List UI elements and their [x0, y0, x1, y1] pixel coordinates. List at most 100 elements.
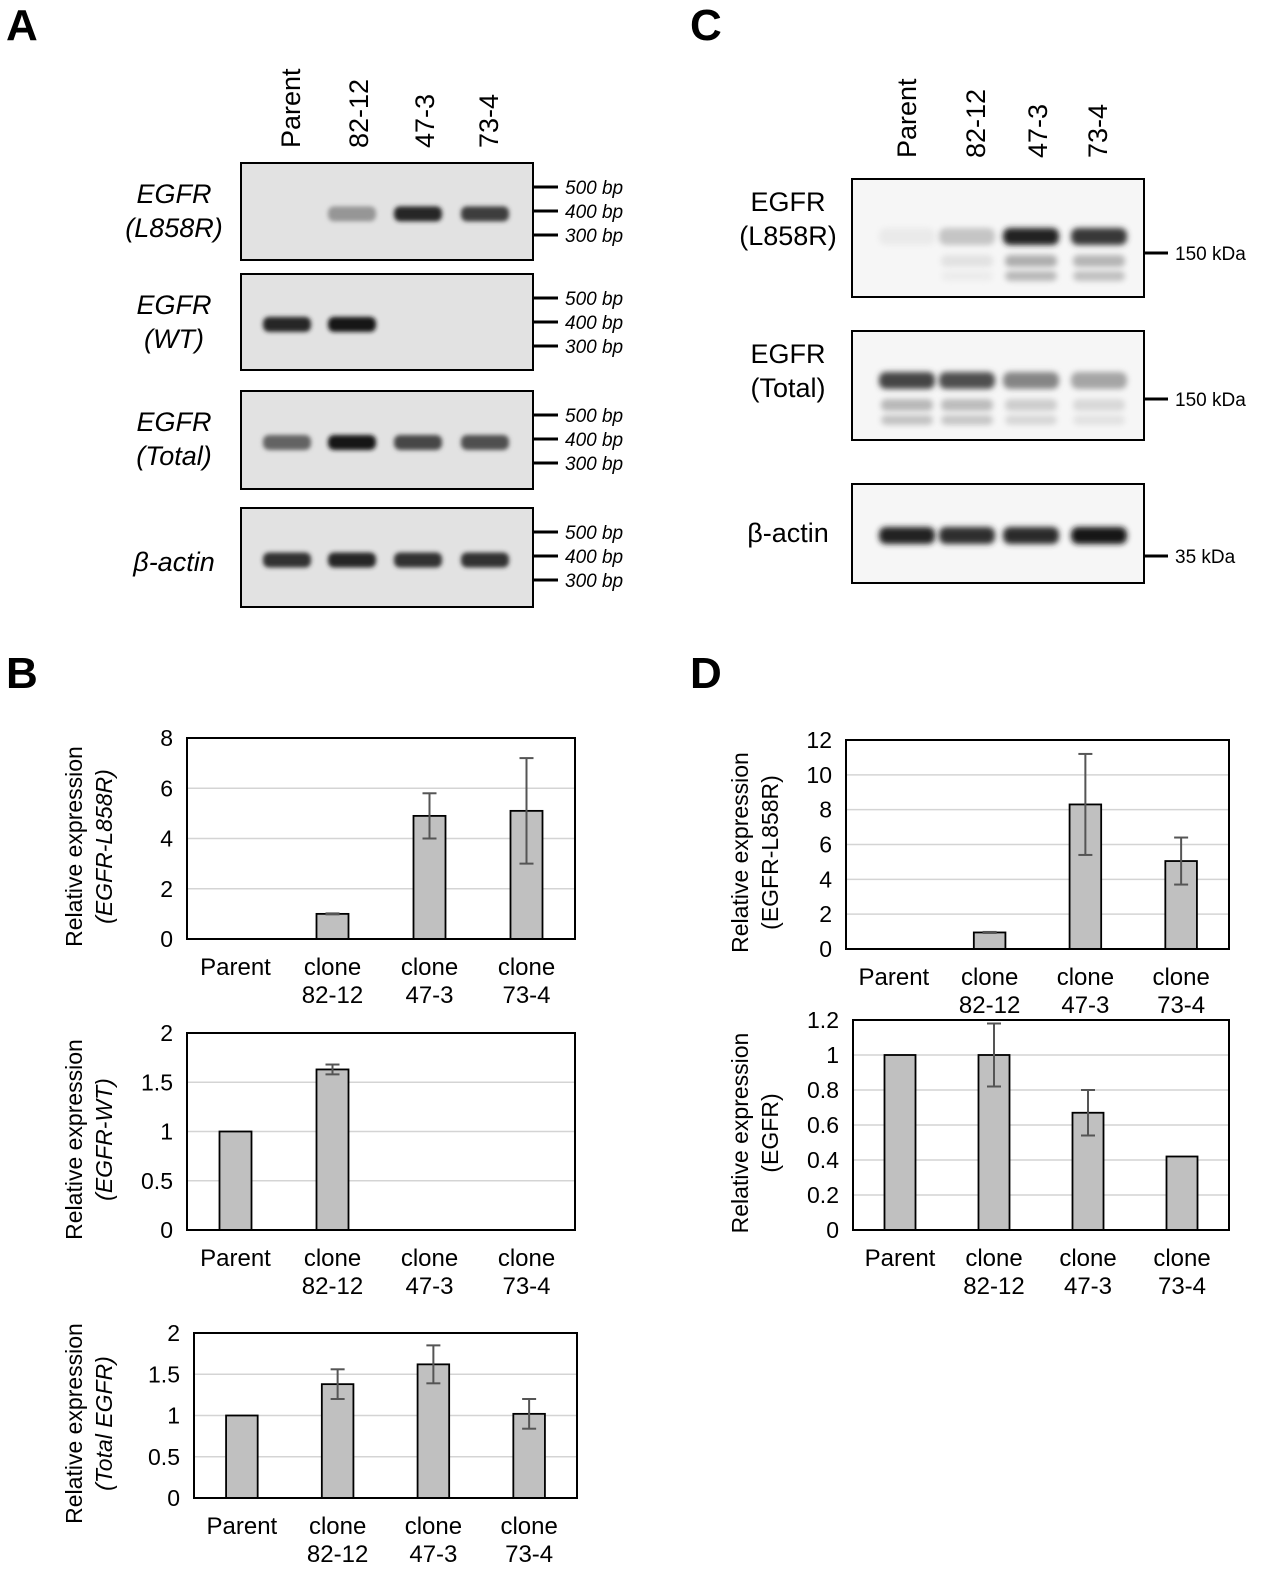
- y-tick-label: 6: [819, 832, 832, 858]
- gel-band: [394, 552, 442, 568]
- gel-band: [328, 552, 376, 568]
- y-tick-label: 1: [826, 1042, 839, 1068]
- x-tick-label: clone: [401, 954, 458, 981]
- blot-band-minor: [941, 271, 993, 281]
- gel-panel: EGFR (L858R) 500 bp 400 bp 300 bp EGFR (WT) 500…: [125, 162, 623, 608]
- x-tick-label: clone: [961, 964, 1018, 991]
- blot-band: [1003, 527, 1059, 544]
- y-tick-label: 2: [167, 1320, 180, 1346]
- gel-lane-labels: Parent 82-12 47-3 73-4: [276, 68, 504, 148]
- y-axis-label: (EGFR): [757, 1093, 783, 1172]
- plot-frame: [186, 737, 576, 940]
- panel-label-d: D: [690, 649, 722, 698]
- blot-band-minor: [1005, 415, 1057, 425]
- blot-band: [1071, 228, 1127, 245]
- marker-label: 500 bp: [565, 178, 623, 199]
- x-tick-label: 82-12: [959, 992, 1020, 1019]
- bar: [320, 1383, 355, 1499]
- y-tick-label: 0: [819, 936, 832, 962]
- gel-row-label: EGFR: [136, 290, 211, 320]
- y-tick-label: 0: [160, 926, 173, 952]
- blot-band: [1003, 372, 1059, 389]
- blot-band-minor: [1073, 415, 1125, 425]
- marker-label: 300 bp: [565, 226, 623, 247]
- y-tick-label: 1.5: [148, 1361, 180, 1387]
- y-tick-label: 1.5: [141, 1069, 173, 1095]
- blot-band: [1071, 372, 1127, 389]
- blot-band-minor: [1005, 255, 1057, 267]
- y-axis-label: (Total EGFR): [91, 1356, 117, 1491]
- gel-lane-label: 82-12: [344, 79, 374, 148]
- blot-row-label: β-actin: [747, 518, 829, 548]
- x-tick-label: 47-3: [405, 1273, 453, 1300]
- y-tick-label: 1: [167, 1403, 180, 1429]
- y-axis-label: Relative expression: [727, 752, 753, 953]
- blot-row-label: EGFR: [750, 187, 825, 217]
- x-tick-label: clone: [498, 954, 555, 981]
- gel-band: [394, 434, 442, 450]
- plot-frame: [193, 1332, 578, 1499]
- blot-band: [879, 527, 935, 544]
- y-tick-label: 2: [819, 901, 832, 927]
- x-tick-label: 82-12: [963, 1273, 1024, 1300]
- western-lane-label: 73-4: [1083, 104, 1113, 158]
- blot-band-minor: [881, 415, 933, 425]
- gel-band: [461, 434, 509, 450]
- x-tick-label: 73-4: [505, 1541, 553, 1568]
- y-axis-label: (EGFR-L858R): [91, 769, 117, 924]
- x-tick-label: 82-12: [307, 1541, 368, 1568]
- bar: [972, 931, 1007, 950]
- y-tick-label: 0: [167, 1485, 180, 1511]
- marker-label: 150 kDa: [1175, 390, 1246, 411]
- marker-label: 400 bp: [565, 313, 623, 334]
- y-tick-label: 0: [826, 1217, 839, 1243]
- blot-band: [879, 372, 935, 389]
- bar: [218, 1130, 253, 1231]
- blot-row-label: EGFR: [750, 339, 825, 369]
- x-tick-label: 73-4: [502, 1273, 550, 1300]
- marker-label: 400 bp: [565, 547, 623, 568]
- gel-band: [263, 316, 311, 332]
- blot-band-minor: [1005, 399, 1057, 411]
- x-tick-label: Parent: [859, 964, 930, 991]
- marker-label: 300 bp: [565, 571, 623, 592]
- gel-band: [461, 552, 509, 568]
- marker-label: 300 bp: [565, 337, 623, 358]
- marker-label: 500 bp: [565, 523, 623, 544]
- panel-label-a: A: [6, 1, 38, 50]
- bar: [883, 1054, 917, 1231]
- blot-band-minor: [1073, 255, 1125, 267]
- x-tick-label: clone: [1152, 964, 1209, 991]
- x-tick-label: clone: [304, 1245, 361, 1272]
- x-tick-label: 82-12: [302, 1273, 363, 1300]
- y-tick-label: 8: [160, 725, 173, 751]
- gel-band: [328, 316, 376, 332]
- gel-band: [461, 206, 509, 222]
- marker-label: 500 bp: [565, 406, 623, 427]
- y-tick-label: 1: [160, 1119, 173, 1145]
- x-tick-label: clone: [965, 1245, 1022, 1272]
- x-tick-label: 47-3: [409, 1541, 457, 1568]
- bar: [315, 1068, 350, 1231]
- y-tick-label: 8: [819, 797, 832, 823]
- blot-band: [939, 372, 995, 389]
- x-tick-label: 82-12: [302, 982, 363, 1009]
- blot-band: [939, 527, 995, 544]
- marker-label: 35 kDa: [1175, 547, 1236, 568]
- x-tick-label: 47-3: [1064, 1273, 1112, 1300]
- x-tick-label: 73-4: [1158, 1273, 1206, 1300]
- x-tick-label: clone: [498, 1245, 555, 1272]
- western-lane-label: 47-3: [1023, 104, 1053, 158]
- plot-frame: [852, 1019, 1230, 1231]
- western-panel: EGFR (L858R) 150 kDa EGFR (Total) 150 kDa β-ac…: [739, 178, 1246, 584]
- y-tick-label: 4: [819, 866, 832, 892]
- blot-row-label: (L858R): [739, 221, 837, 251]
- x-tick-label: clone: [1057, 964, 1114, 991]
- x-tick-label: Parent: [200, 954, 271, 981]
